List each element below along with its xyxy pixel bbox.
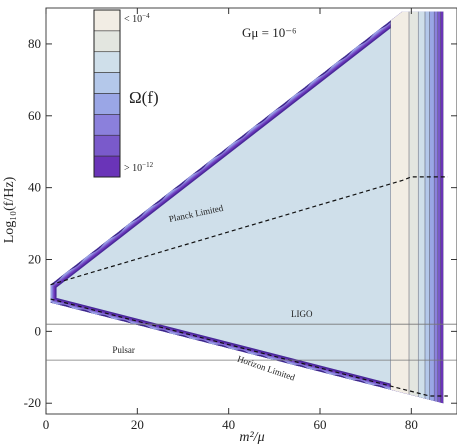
- y-tick-label: 40: [28, 180, 41, 195]
- legend-bottom-label: > 10−12: [124, 161, 154, 174]
- y-tick-label: 0: [35, 323, 42, 338]
- legend-swatch: [93, 9, 121, 32]
- vertical-contour-band: [440, 11, 444, 404]
- vertical-contour-band: [429, 11, 435, 404]
- legend-top-label: < 10−4: [124, 12, 150, 25]
- y-tick-label: -20: [24, 395, 41, 410]
- legend-swatch: [93, 114, 121, 136]
- legend-swatch: [93, 134, 121, 157]
- legend-swatch: [93, 72, 121, 94]
- vertical-contour-band: [424, 11, 430, 404]
- y-tick-label: 60: [28, 108, 41, 123]
- y-axis-title: Log₁₀(f/Hz): [2, 176, 17, 243]
- x-tick-label: 40: [222, 417, 235, 432]
- vertical-contour-band: [437, 11, 441, 404]
- y-tick-label: 80: [28, 36, 41, 51]
- legend-title: Ω(f): [129, 88, 159, 107]
- x-tick-label: 0: [43, 417, 50, 432]
- y-tick-label: 20: [28, 252, 41, 267]
- legend-swatch: [93, 155, 121, 178]
- vertical-contour-band: [417, 11, 426, 404]
- vertical-contour-band: [433, 11, 439, 404]
- annotation-pulsar: Pulsar: [112, 345, 135, 355]
- vertical-contour-band: [390, 11, 410, 404]
- x-tick-label: 20: [131, 417, 144, 432]
- annotation-ligo: LIGO: [291, 309, 313, 319]
- region-fill: [50, 11, 444, 404]
- legend-swatch: [93, 93, 121, 115]
- x-axis-title: m²/μ: [239, 430, 264, 445]
- legend-frame: [93, 9, 121, 178]
- x-tick-label: 80: [405, 417, 418, 432]
- chart-title: Gμ = 10⁻⁶: [242, 25, 297, 40]
- legend-swatch: [93, 51, 121, 73]
- line-planck-limited: [50, 176, 448, 286]
- vertical-contour-band: [408, 11, 419, 404]
- x-tick-label: 60: [314, 417, 327, 432]
- legend-swatch: [93, 30, 121, 53]
